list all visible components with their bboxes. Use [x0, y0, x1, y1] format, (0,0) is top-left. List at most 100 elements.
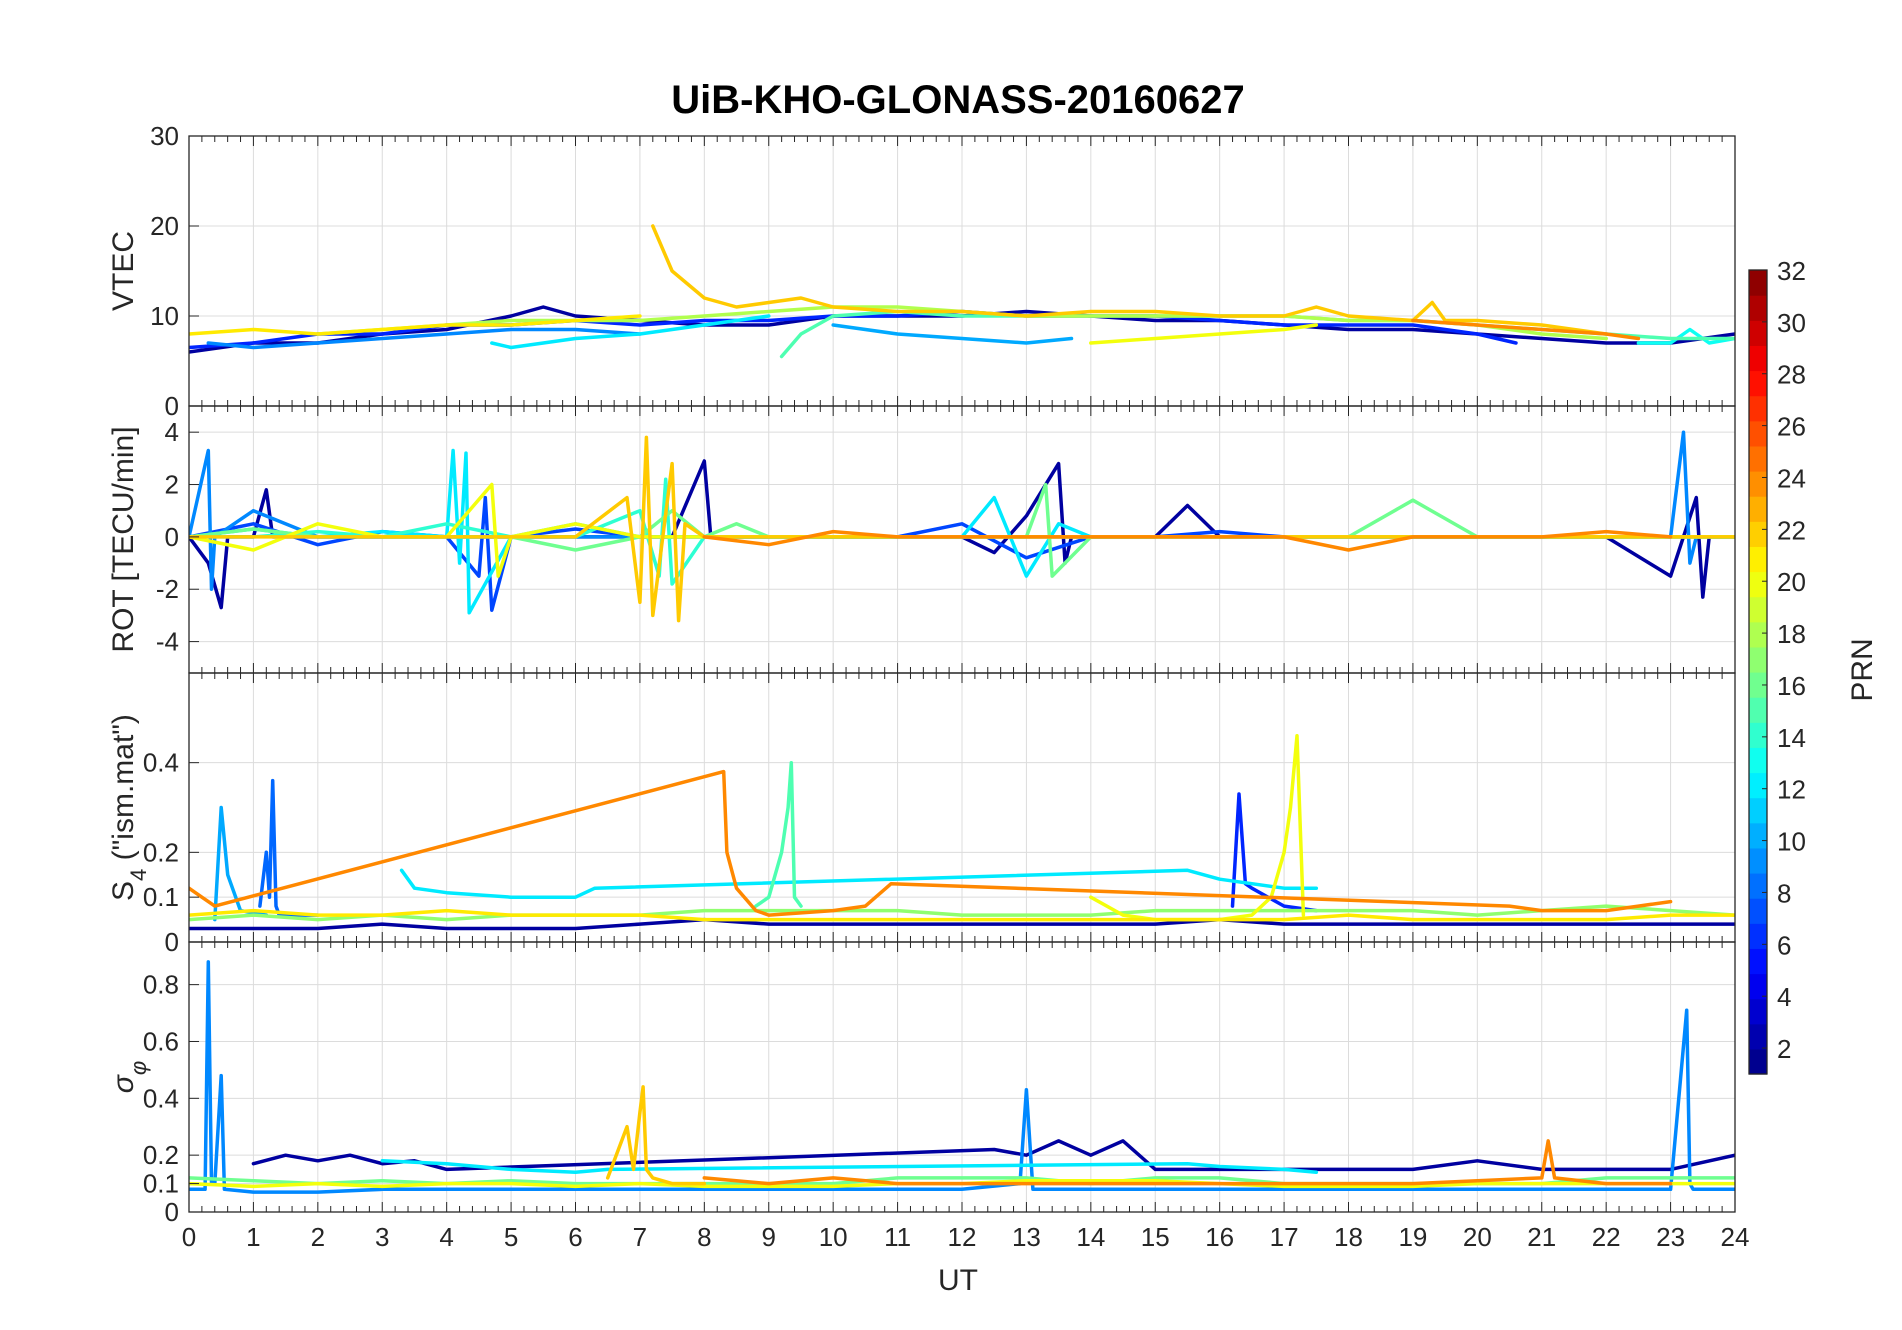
- panel-vtec-grid: [188, 135, 1736, 407]
- series-prn-12: [380, 1159, 1319, 1174]
- colorbar-band: [1749, 998, 1767, 1025]
- colorbar-band: [1749, 722, 1767, 748]
- colorbar-tick-label: 12: [1777, 775, 1806, 805]
- y-tick-label: 0.2: [143, 1140, 179, 1170]
- colorbar-band: [1749, 370, 1767, 397]
- x-tick-label: 19: [1398, 1222, 1427, 1252]
- x-tick-label: 21: [1527, 1222, 1556, 1252]
- colorbar-band: [1749, 546, 1767, 573]
- panel-sigma: 00.10.2 0.4 0.6 0.8 σφ: [107, 941, 1736, 1227]
- colorbar-band: [1749, 445, 1767, 472]
- x-tick-label: 12: [948, 1222, 977, 1252]
- colorbar-tick-label: 32: [1777, 256, 1806, 286]
- series-prn-21: [189, 314, 642, 336]
- y-tick-label: 0.8: [143, 970, 179, 1000]
- colorbar-band: [1749, 521, 1767, 547]
- y-tick-label: 0.1: [143, 1169, 179, 1199]
- x-tick-labels: 0 1 2 3 4 5 6 7 8 9 10 11 12 13 14 15 16 17 18 19 20 21 22 23 24: [182, 1222, 1750, 1252]
- x-tick-label: 4: [439, 1222, 453, 1252]
- y-tick-label: 0: [165, 1197, 179, 1227]
- colorbar-band: [1749, 873, 1767, 899]
- colorbar-band: [1749, 420, 1767, 447]
- y-axis-label-sigma: σφ: [107, 1061, 151, 1093]
- panel-vtec-series: [189, 224, 1735, 359]
- series-prn-24: [189, 769, 1673, 917]
- y-axis-label-rot: ROT [TECU/min]: [107, 426, 140, 652]
- series-prn-20: [1089, 734, 1306, 922]
- panel-rot-ticks: [188, 406, 1736, 673]
- colorbar-tick-label: 2: [1777, 1034, 1791, 1064]
- colorbar-tick-label: 4: [1777, 982, 1791, 1012]
- colorbar-band: [1749, 772, 1767, 799]
- x-tick-label: 23: [1656, 1222, 1685, 1252]
- panel-sigma-series: [189, 960, 1735, 1194]
- y-axis-label-vtec: VTEC: [107, 231, 140, 311]
- series-prn-8: [258, 778, 320, 917]
- series-prn-2: [189, 917, 1735, 931]
- y-tick-label: 0: [165, 927, 179, 957]
- colorbar-band: [1749, 345, 1767, 372]
- colorbar-tick-label: 6: [1777, 930, 1791, 960]
- x-tick-label: 20: [1463, 1222, 1492, 1252]
- colorbar-band: [1749, 621, 1767, 648]
- y-tick-label: 0: [165, 391, 179, 421]
- colorbar-band: [1749, 1023, 1767, 1050]
- colorbar-frame: [1748, 269, 1768, 1075]
- x-tick-label: 17: [1270, 1222, 1299, 1252]
- colorbar-tick-label: 14: [1777, 723, 1806, 753]
- colorbar-tick-label: 8: [1777, 878, 1791, 908]
- x-tick-label: 3: [375, 1222, 389, 1252]
- panel-s4-ticks: [188, 673, 1736, 943]
- y-tick-label: 0.4: [143, 748, 179, 778]
- panel-s4: 0 0.1 0.2 0.4S4 ("ism.mat"): [107, 672, 1736, 957]
- colorbar-band: [1749, 948, 1767, 975]
- colorbar-band: [1749, 797, 1767, 824]
- y-tick-label: 20: [150, 211, 179, 241]
- series-prn-17: [189, 904, 1735, 922]
- series-prn-24: [702, 529, 1673, 552]
- panel-s4-grid: [188, 673, 1736, 943]
- x-tick-label: 10: [819, 1222, 848, 1252]
- colorbar-tick-label: 16: [1777, 671, 1806, 701]
- colorbar-band: [1749, 320, 1767, 346]
- series-prn-15: [754, 760, 803, 908]
- colorbar-band: [1749, 847, 1767, 874]
- x-tick-label: 8: [697, 1222, 711, 1252]
- y-tick-label: 0.6: [143, 1026, 179, 1056]
- x-tick-label: 14: [1076, 1222, 1105, 1252]
- panel-vtec: 0 10 20 30 VTEC: [107, 121, 1736, 421]
- series-prn-22: [651, 224, 1608, 336]
- x-tick-label: 0: [182, 1222, 196, 1252]
- series-prn-12: [490, 314, 771, 350]
- series-prn-13: [1636, 327, 1735, 345]
- colorbar-tick-label: 18: [1777, 619, 1806, 649]
- colorbar-band: [1749, 697, 1767, 723]
- colorbar-tick-label: 10: [1777, 827, 1806, 857]
- y-tick-label: -4: [156, 627, 179, 657]
- colorbar-tick-label: 30: [1777, 308, 1806, 338]
- colorbar-band: [1749, 270, 1767, 296]
- panel-rot-series: [189, 430, 1735, 623]
- y-axis-label-s4: S4 ("ism.mat"): [107, 714, 151, 901]
- panel-rot: -4 -2 0 2 4 ROT [TECU/min]: [107, 405, 1736, 674]
- colorbar-label: PRN: [1846, 638, 1879, 701]
- x-axis-label: UT: [938, 1264, 978, 1297]
- y-tick-label: 0.4: [143, 1083, 179, 1113]
- colorbar-tick-label: 22: [1777, 515, 1806, 545]
- colorbar-tick-label: 24: [1777, 463, 1806, 493]
- colorbar-band: [1749, 571, 1767, 598]
- series-prn-22: [605, 1085, 707, 1186]
- series-prn-10: [831, 323, 1074, 345]
- series-prn-9: [206, 327, 642, 350]
- colorbar-bands: [1749, 270, 1767, 1075]
- x-tick-label: 13: [1012, 1222, 1041, 1252]
- colorbar-band: [1749, 898, 1767, 924]
- x-tick-label: 11: [884, 1222, 911, 1252]
- panel-rot-grid: [188, 406, 1736, 673]
- x-tick-label: 18: [1334, 1222, 1363, 1252]
- series-prn-21: [189, 908, 1735, 922]
- colorbar-band: [1749, 1048, 1767, 1075]
- panel-vtec-ticks: [188, 135, 1736, 407]
